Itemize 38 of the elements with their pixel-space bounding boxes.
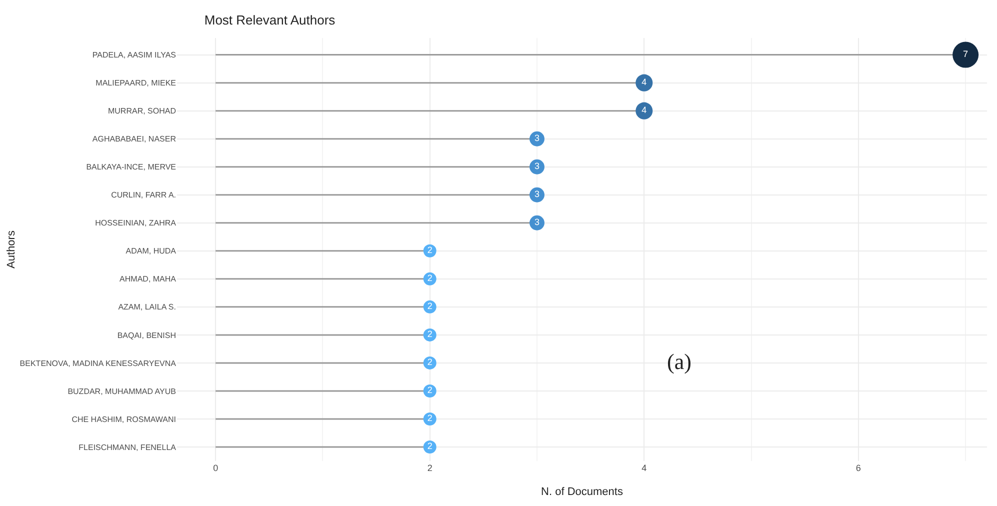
y-tick-label: PADELA, AASIM ILYAS (92, 50, 176, 60)
chart-title: Most Relevant Authors (204, 12, 336, 28)
data-label: 2 (427, 273, 432, 284)
y-axis-title: Authors (5, 230, 18, 268)
y-tick-label: AHMAD, MAHA (120, 274, 177, 284)
y-tick-label: FLEISCHMANN, FENELLA (78, 442, 177, 452)
data-label: 2 (427, 441, 432, 452)
data-label: 7 (963, 49, 968, 60)
y-tick-label: BALKAYA-INCE, MERVE (86, 162, 176, 172)
data-label: 2 (427, 385, 432, 396)
y-tick-label: CURLIN, FARR A. (111, 190, 176, 200)
data-label: 3 (534, 217, 540, 228)
data-label: 3 (534, 133, 540, 144)
x-tick-label: 4 (642, 463, 647, 473)
data-label: 4 (642, 77, 647, 88)
data-label: 2 (427, 357, 432, 368)
y-tick-label: AZAM, LAILA S. (118, 302, 176, 312)
y-tick-label: BUZDAR, MUHAMMAD AYUB (68, 386, 176, 396)
y-tick-label: CHE HASHIM, ROSMAWANI (72, 414, 176, 424)
data-label: 2 (427, 413, 432, 424)
y-tick-label: BAQAI, BENISH (117, 330, 176, 340)
data-label: 4 (642, 105, 647, 116)
y-tick-label: AGHABABAEI, NASER (92, 134, 176, 144)
x-axis-title: N. of Documents (541, 486, 624, 498)
data-label: 2 (427, 245, 432, 256)
data-label: 2 (427, 301, 432, 312)
data-label: 3 (534, 189, 540, 200)
y-tick-label: BEKTENOVA, MADINA KENESSARYEVNA (20, 358, 177, 368)
x-tick-label: 2 (427, 463, 432, 473)
y-tick-label: MURRAR, SOHAD (108, 106, 176, 116)
data-label: 2 (427, 329, 432, 340)
y-tick-label: ADAM, HUDA (126, 246, 177, 256)
y-tick-label: MALIEPAARD, MIEKE (96, 78, 176, 88)
annotation: (a) (667, 349, 692, 374)
x-tick-label: 0 (213, 463, 218, 473)
x-tick-label: 6 (856, 463, 861, 473)
data-label: 3 (534, 161, 540, 172)
y-tick-label: HOSSEINIAN, ZAHRA (95, 218, 177, 228)
